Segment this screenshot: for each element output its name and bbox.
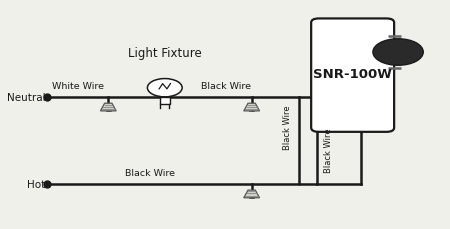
Circle shape <box>148 79 182 97</box>
Text: Black Wire: Black Wire <box>324 128 333 172</box>
Polygon shape <box>100 104 116 111</box>
Text: Black Wire: Black Wire <box>201 82 251 91</box>
Text: White Wire: White Wire <box>52 82 104 91</box>
Text: SNR-100W: SNR-100W <box>313 67 392 80</box>
Circle shape <box>373 40 423 66</box>
Text: Light Fixture: Light Fixture <box>128 47 202 60</box>
FancyBboxPatch shape <box>160 97 170 104</box>
Text: Black Wire: Black Wire <box>125 168 175 177</box>
Text: Hot: Hot <box>27 179 45 189</box>
Polygon shape <box>244 190 260 198</box>
Text: Neutral: Neutral <box>7 93 45 102</box>
Text: Black Wire: Black Wire <box>283 105 292 149</box>
Polygon shape <box>244 104 260 111</box>
FancyBboxPatch shape <box>311 19 394 132</box>
